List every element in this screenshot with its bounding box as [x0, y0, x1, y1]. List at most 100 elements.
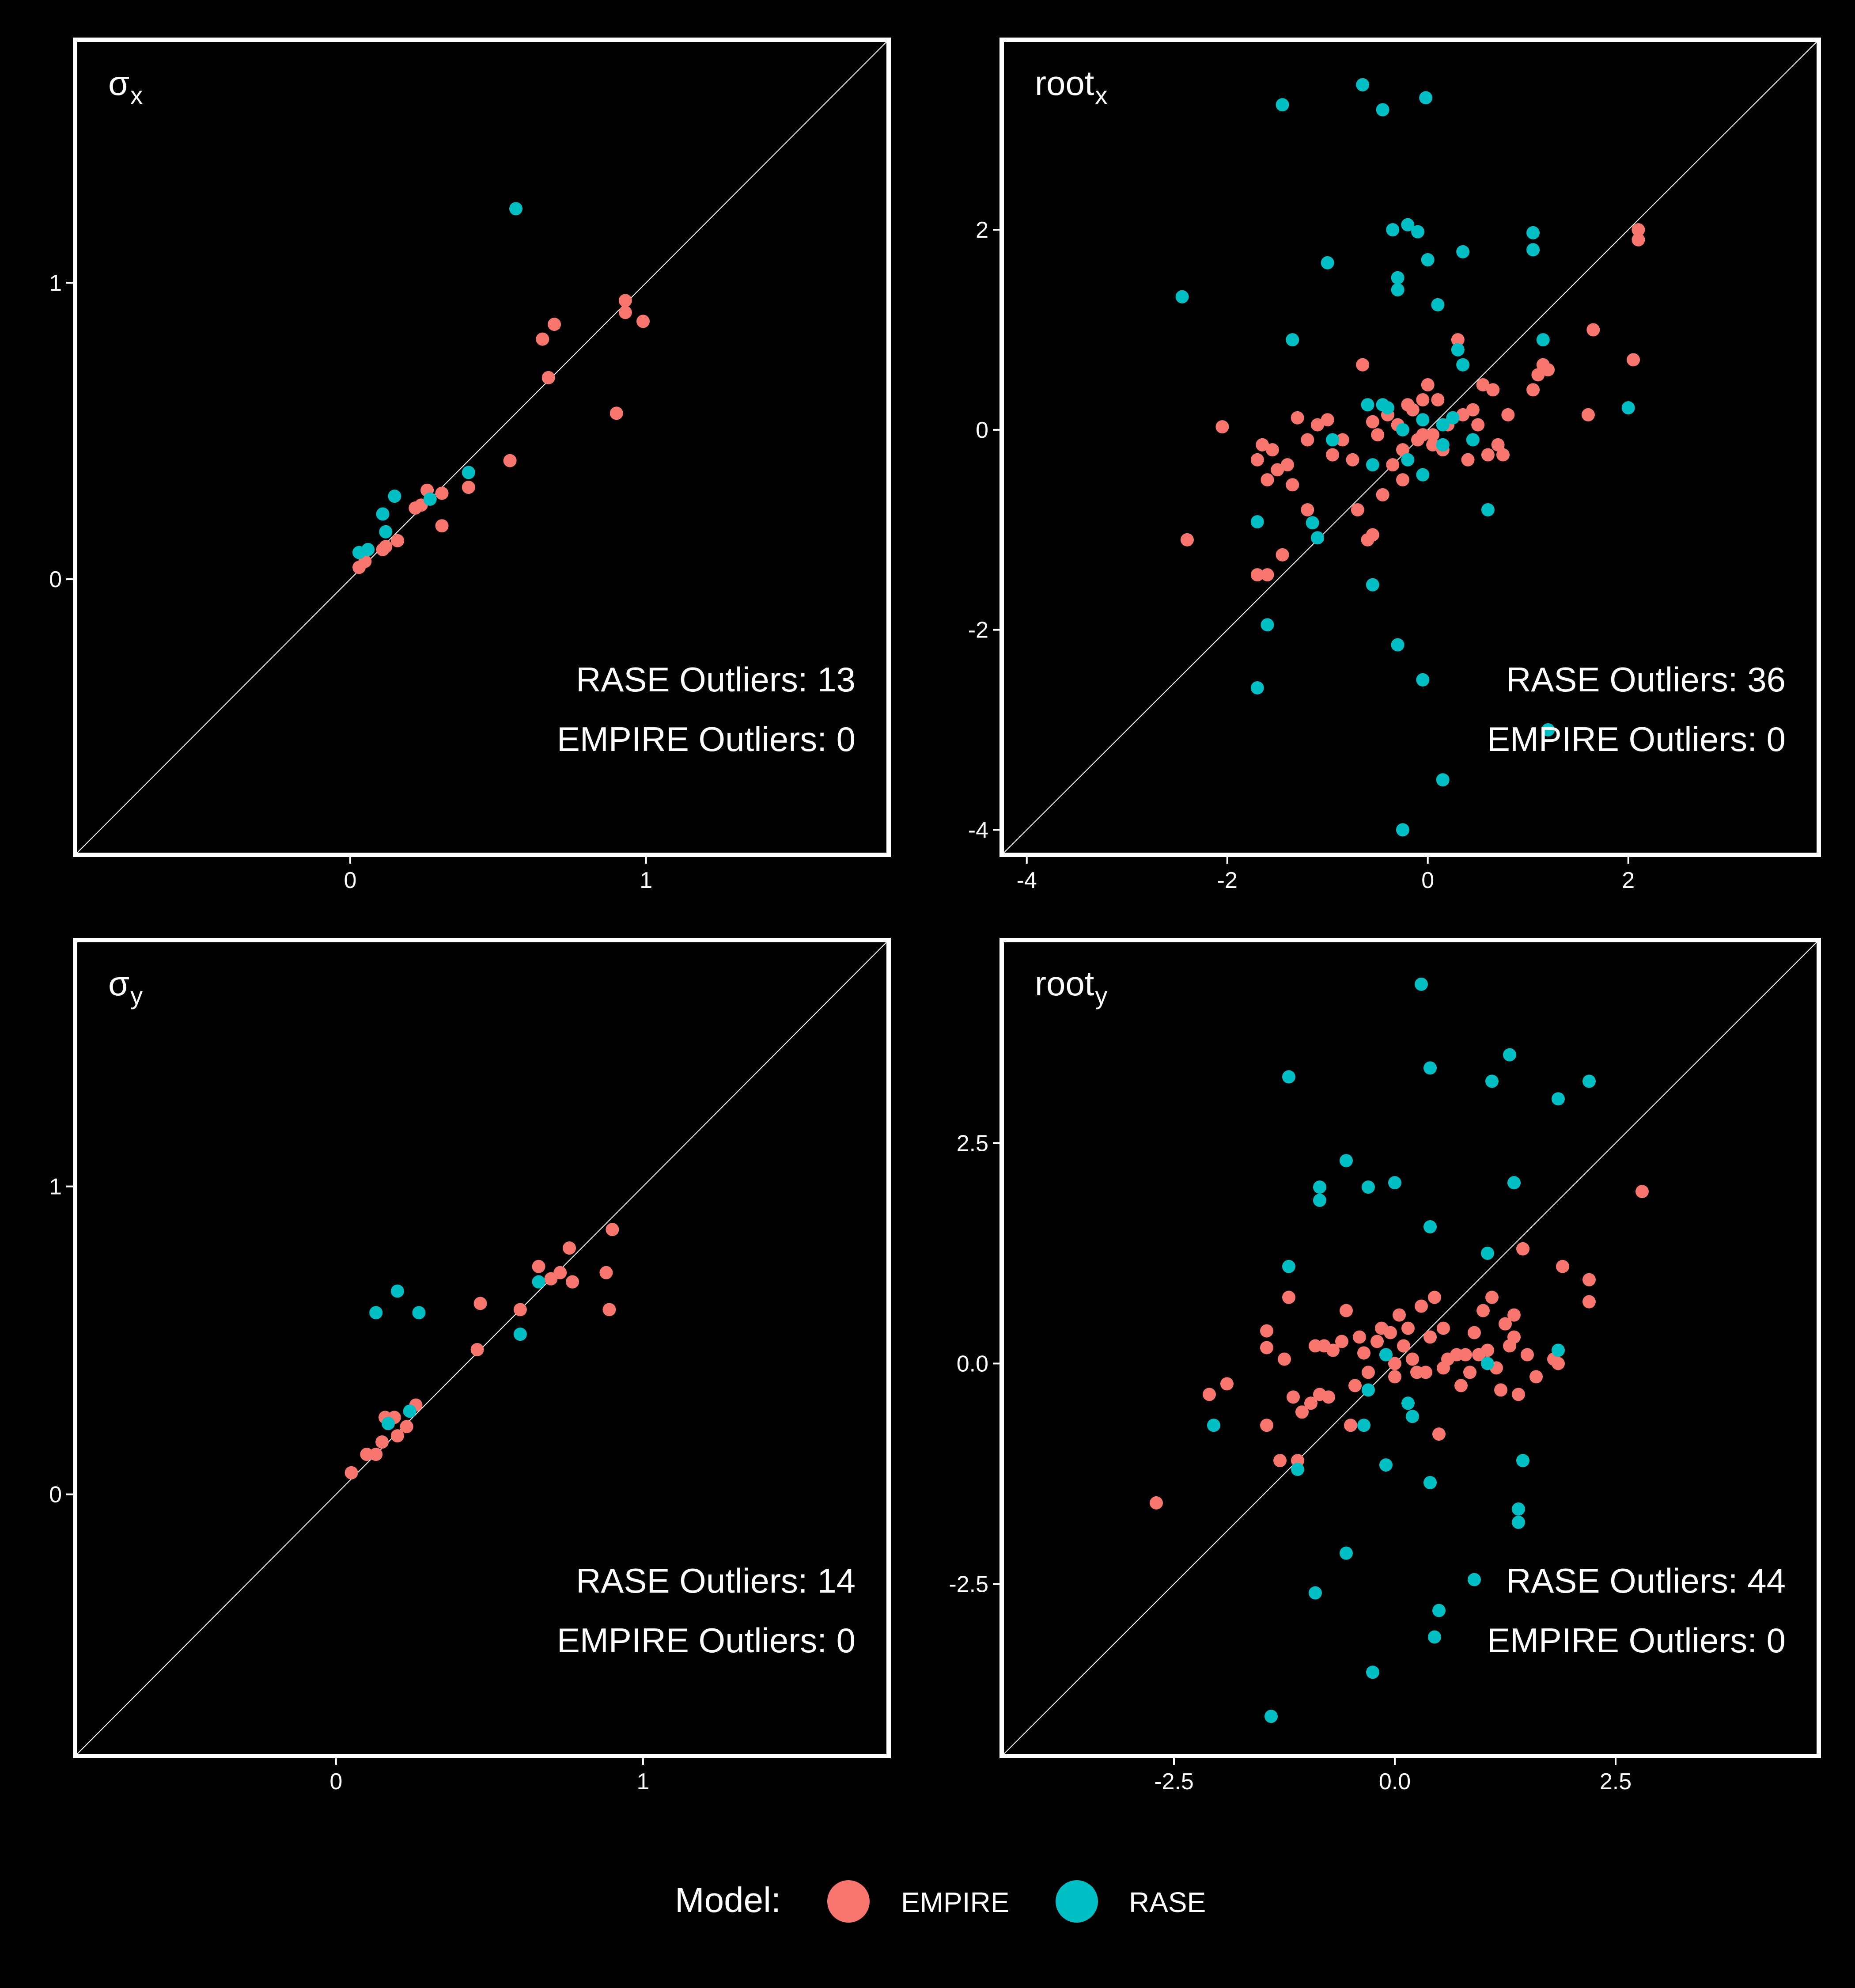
panel-title-subscript: x [1095, 81, 1107, 109]
x-tick-label: -2 [1217, 868, 1238, 893]
point-empire [606, 1223, 619, 1237]
legend-key-empire [827, 1880, 870, 1923]
point-empire [1423, 1330, 1437, 1344]
ticks-layer: -4 -2 0 2 -4 -2 0 2 [968, 217, 1635, 893]
point-empire [344, 1466, 358, 1480]
point-rase [1401, 1396, 1415, 1410]
point-empire [1432, 1427, 1446, 1441]
point-rase [1503, 1048, 1516, 1062]
point-empire [1362, 1366, 1375, 1379]
point-empire [1386, 458, 1400, 472]
point-rase [381, 1417, 395, 1430]
point-empire [1287, 1390, 1300, 1404]
point-empire [473, 1297, 487, 1310]
point-empire [1459, 1348, 1472, 1362]
point-empire [1586, 323, 1600, 337]
points-layer [352, 202, 650, 574]
y-tick-label: 1 [49, 270, 62, 296]
point-empire [1431, 393, 1445, 406]
point-rase [1507, 1176, 1521, 1190]
x-tick-label: 0.0 [1379, 1769, 1411, 1795]
point-rase [1313, 1180, 1326, 1194]
point-empire [1393, 1308, 1406, 1322]
point-empire [1507, 1330, 1521, 1344]
point-empire [1496, 448, 1510, 462]
point-rase [1207, 1419, 1220, 1432]
point-empire [1336, 433, 1349, 447]
point-empire [618, 294, 632, 307]
point-empire [1256, 438, 1269, 451]
point-empire [548, 318, 561, 331]
point-empire [1273, 1454, 1287, 1468]
point-rase [513, 1328, 527, 1341]
point-empire [1481, 1343, 1494, 1357]
identity-line [75, 39, 889, 855]
point-empire [1481, 448, 1495, 462]
point-rase [1401, 218, 1415, 231]
point-rase [1376, 103, 1389, 117]
x-tick-label: 2.5 [1600, 1769, 1632, 1795]
point-empire [1415, 1299, 1428, 1313]
legend-label-rase: RASE [1129, 1886, 1206, 1918]
empire-outliers-label: EMPIRE Outliers: 0 [557, 1621, 856, 1660]
point-empire [1388, 1370, 1401, 1384]
panel-title: root [1035, 964, 1094, 1003]
empire-outliers-label: EMPIRE Outliers: 0 [1487, 720, 1786, 759]
point-rase [1381, 401, 1394, 415]
point-empire [1476, 1304, 1490, 1317]
point-empire [390, 1429, 404, 1443]
point-empire [1419, 1366, 1432, 1379]
panel-title-subscript: y [1095, 982, 1107, 1009]
panel-frame [999, 38, 1821, 857]
point-empire [1632, 223, 1645, 237]
point-rase [1250, 681, 1264, 694]
point-rase [1379, 1348, 1393, 1362]
point-empire [1366, 528, 1379, 542]
point-empire [1203, 1388, 1216, 1401]
point-empire [462, 481, 475, 494]
y-tick-label: -4 [968, 817, 988, 843]
point-rase [1536, 333, 1550, 347]
point-empire [1476, 378, 1490, 392]
point-rase [1340, 1546, 1353, 1560]
point-empire [513, 1303, 527, 1316]
point-empire [1521, 1348, 1534, 1362]
point-empire [1260, 1324, 1273, 1338]
point-empire [1180, 533, 1194, 546]
point-rase [1309, 1586, 1322, 1600]
ticks-layer: -2.5 0.0 2.5 -2.5 0.0 2.5 [949, 1131, 1632, 1795]
point-empire [541, 371, 555, 384]
y-tick-label: 0.0 [957, 1351, 988, 1377]
point-empire [1541, 363, 1555, 377]
point-empire [1261, 473, 1274, 487]
point-rase [1423, 1220, 1437, 1233]
point-empire [1344, 1419, 1357, 1432]
point-rase [1432, 1604, 1446, 1617]
point-empire [1366, 415, 1379, 429]
point-rase [1388, 1176, 1401, 1190]
point-empire [1463, 1366, 1476, 1379]
point-empire [1526, 383, 1540, 397]
panel-sigma-x: 0 1 0 1 σ x RASE Outliers: 13 EMPIRE Outlie… [49, 38, 891, 893]
point-empire [470, 1343, 484, 1356]
point-empire [1215, 420, 1229, 434]
point-rase [1356, 78, 1370, 91]
point-empire [1346, 453, 1359, 467]
point-empire [391, 534, 405, 547]
point-empire [1396, 473, 1409, 487]
y-tick-label: 0 [49, 1482, 62, 1508]
point-empire [1582, 1273, 1596, 1286]
point-rase [1526, 243, 1540, 257]
point-rase [423, 492, 437, 506]
rase-outliers-label: RASE Outliers: 36 [1506, 660, 1786, 699]
point-empire [375, 1435, 389, 1449]
point-empire [1406, 403, 1420, 417]
point-rase [388, 489, 401, 503]
identity-line-layer [1001, 940, 1819, 1757]
panel-title: root [1035, 64, 1094, 102]
point-rase [1366, 1666, 1379, 1679]
point-rase [1391, 283, 1404, 296]
point-rase [376, 507, 390, 521]
x-tick-label: 1 [636, 1769, 649, 1795]
